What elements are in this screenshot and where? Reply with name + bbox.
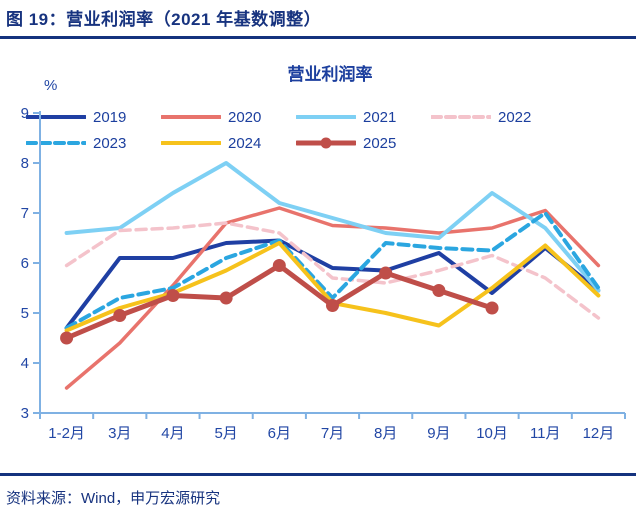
y-tick-label: 4: [21, 355, 29, 372]
series-line-2019: [64, 238, 601, 330]
series-line-2022: [64, 221, 601, 320]
legend-label-2020: 2020: [228, 108, 262, 126]
legend-item-2022: 2022: [431, 109, 566, 126]
series-line-2023: [64, 211, 601, 330]
series-marker-2025: [379, 266, 393, 280]
series-line-2021: [64, 161, 601, 293]
y-tick-label: 3: [21, 405, 29, 422]
x-tick-label: 5月: [214, 425, 237, 442]
legend-label-2021: 2021: [363, 108, 397, 126]
y-tick-label: 7: [21, 205, 29, 222]
series-marker-2025: [219, 291, 233, 305]
legend-item-2024: 2024: [161, 135, 296, 152]
legend-row-1: 2019 2020 2021 2022: [26, 109, 566, 126]
legend-item-2021: 2021: [296, 109, 431, 126]
legend-label-2024: 2024: [228, 134, 262, 152]
x-tick-label: 10月: [476, 425, 508, 442]
series-marker-2025: [272, 259, 286, 272]
legend-swatch-2025: [296, 137, 356, 149]
header-divider: [0, 36, 636, 39]
series-marker-2025: [113, 309, 127, 322]
legend-swatch-2019: [26, 115, 86, 119]
source-note: 资料来源：Wind，申万宏源研究: [6, 490, 221, 507]
x-tick-label: 3月: [108, 425, 131, 442]
series-marker-2025: [485, 301, 499, 315]
y-axis-unit-label: %: [44, 77, 58, 94]
legend-label-2025: 2025: [363, 134, 397, 152]
figure-caption: 图 19：营业利润率（2021 年基数调整）: [6, 10, 322, 29]
series-marker-2025: [60, 331, 74, 345]
legend-swatch-2023: [26, 141, 86, 145]
legend-swatch-2024: [161, 141, 221, 145]
series-marker-2025: [326, 299, 339, 312]
legend-marker-2025: [320, 137, 332, 149]
x-tick-label: 12月: [583, 425, 615, 442]
x-tick-label: 11月: [530, 425, 561, 442]
line-chart-plot: 3 4 5 6 7 8 9 1-2月 3月 4月 5月 6月 7月 8月 9月 10月 11月 12月: [21, 105, 626, 442]
x-tick-label: 8月: [374, 425, 397, 442]
legend-label-2023: 2023: [93, 134, 127, 152]
x-tick-label: 1-2月: [48, 425, 85, 442]
legend-label-2022: 2022: [498, 108, 532, 126]
chart-title: 营业利润率: [287, 65, 373, 84]
legend-item-2020: 2020: [161, 109, 296, 126]
legend-item-2023: 2023: [26, 135, 161, 152]
legend-swatch-2022: [431, 115, 491, 119]
x-tick-label: 4月: [161, 425, 184, 442]
legend-item-2025: 2025: [296, 135, 431, 152]
x-tick-label: 9月: [427, 425, 450, 442]
series-line-2025: [64, 263, 495, 341]
footer-divider: [0, 473, 636, 476]
legend-label-2019: 2019: [93, 108, 127, 126]
legend-swatch-2021: [296, 115, 356, 119]
y-tick-label: 5: [21, 305, 29, 322]
y-tick-label: 8: [21, 155, 29, 172]
x-tick-label: 7月: [321, 425, 344, 442]
x-tick-label: 6月: [268, 425, 291, 442]
y-tick-label: 6: [21, 255, 29, 272]
series-marker-2025: [166, 289, 180, 302]
legend-swatch-2020: [161, 115, 221, 119]
y-tick-label: 9: [21, 105, 29, 122]
series-marker-2025: [432, 284, 446, 297]
legend-row-2: 2023 2024 2025: [26, 135, 431, 152]
legend-item-2019: 2019: [26, 109, 161, 126]
